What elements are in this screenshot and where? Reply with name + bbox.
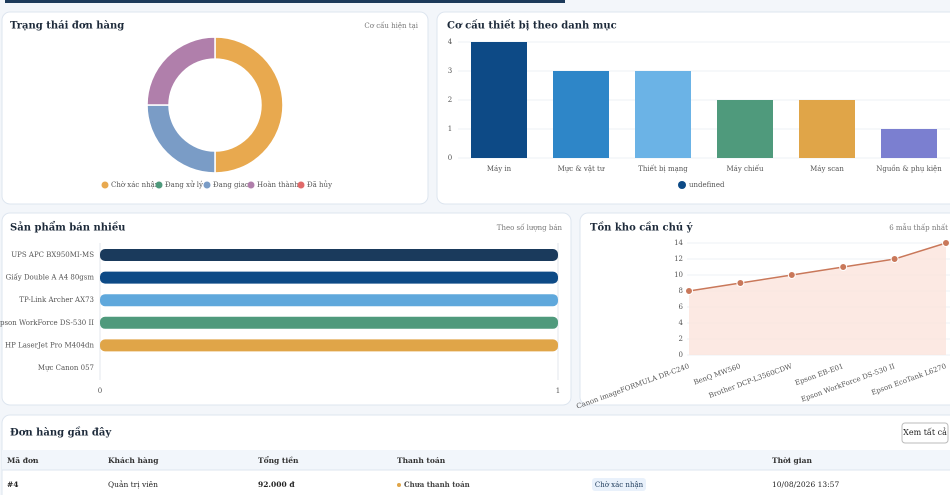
legend-label: Hoàn thành [257, 180, 299, 189]
bar [100, 294, 558, 307]
legend-marker [678, 181, 686, 189]
y-tick-label: Giấy Double A A4 80gsm [6, 273, 95, 282]
status-badge [592, 478, 646, 491]
column-header: Mã đơn [7, 456, 39, 465]
x-tick-label: Máy in [487, 165, 512, 173]
legend-label: Đang xử lý [165, 180, 203, 189]
column-header: Thời gian [772, 456, 812, 465]
point [787, 271, 796, 279]
bar [100, 249, 558, 261]
point [736, 279, 745, 287]
cell: 92.000 đ [258, 480, 295, 489]
table-header [2, 450, 950, 470]
x-tick-label: Máy scan [810, 165, 844, 173]
view-all-button[interactable] [901, 422, 949, 444]
view-all-label[interactable]: Xem tất cả [903, 428, 947, 437]
bar [553, 71, 609, 158]
status-dot [397, 483, 401, 487]
title: Trạng thái đơn hàng [10, 21, 124, 32]
y-tick-label: 10 [674, 271, 683, 279]
x-tick-label: Thiết bị mạng [638, 164, 688, 173]
donut-slice [146, 36, 216, 106]
x-tick-label: Mực & vật tư [558, 165, 605, 173]
y-tick-label: 14 [674, 239, 683, 247]
legend-label: Đã hủy [307, 180, 332, 189]
line [688, 242, 947, 292]
y-tick-label: 12 [674, 255, 683, 263]
column-header: Thanh toán [397, 456, 446, 465]
panel [1, 11, 429, 205]
y-tick-label: 6 [679, 303, 684, 311]
y-tick-label: HP LaserJet Pro M404dn [5, 341, 94, 349]
x-tick-label: 0 [98, 387, 102, 395]
title: Sản phẩm bán nhiều [10, 222, 125, 234]
panel [1, 212, 572, 406]
bar [100, 271, 558, 284]
bar [100, 316, 558, 329]
legend-marker [155, 181, 163, 189]
y-tick-label: 4 [448, 38, 453, 46]
y-tick-label: 2 [679, 335, 683, 343]
y-tick-label: 0 [679, 351, 683, 359]
column-header: Tổng tiền [258, 456, 299, 465]
column-header: Khách hàng [108, 456, 159, 465]
y-tick-label: Mực Canon 057 [38, 364, 94, 372]
bar [717, 100, 773, 158]
point [839, 263, 848, 271]
x-tick-label: 1 [556, 387, 560, 395]
point [685, 287, 693, 295]
subtitle: 6 mẫu thấp nhất [889, 223, 948, 232]
cell: Chờ xác nhận [595, 481, 644, 489]
title: Cơ cấu thiết bị theo danh mục [447, 20, 617, 32]
x-tick-label: Nguồn & phụ kiện [876, 164, 942, 173]
bar [471, 42, 527, 158]
legend-label: Chờ xác nhận [111, 181, 160, 189]
y-tick-label: 2 [448, 96, 452, 104]
top-bar [5, 0, 565, 3]
y-tick-label: 8 [679, 287, 683, 295]
legend-marker [247, 181, 255, 189]
legend-marker [203, 181, 211, 189]
point [890, 255, 899, 263]
title: Đơn hàng gần đây [10, 427, 112, 439]
bar [799, 100, 855, 158]
cell: Quản trị viên [108, 480, 158, 489]
y-tick-label: 1 [448, 125, 452, 133]
cell: #4 [7, 480, 19, 489]
legend-label: Đang giao [213, 181, 249, 189]
y-tick-label: TP-Link Archer AX73 [19, 296, 94, 304]
y-tick-label: 0 [448, 154, 452, 162]
donut-slice [214, 36, 284, 174]
area [689, 243, 946, 355]
subtitle: Cơ cấu hiện tại [364, 21, 418, 30]
bar [881, 129, 937, 158]
legend-label: undefined [689, 181, 725, 189]
legend-marker [297, 181, 305, 189]
bar [635, 71, 691, 158]
bar [100, 339, 558, 352]
subtitle: Theo số lượng bán [497, 223, 563, 232]
y-tick-label: Epson WorkForce DS-530 II [0, 319, 94, 327]
cell: Chưa thanh toán [404, 480, 470, 489]
y-tick-label: UPS APC BX950MI-MS [11, 251, 94, 259]
legend-marker [101, 181, 109, 189]
title: Tồn kho cần chú ý [590, 222, 694, 234]
point [942, 239, 950, 247]
cell: 10/08/2026 13:57 [772, 480, 839, 489]
x-tick-label: Máy chiếu [726, 164, 763, 173]
y-tick-label: 4 [679, 319, 684, 327]
y-tick-label: 3 [448, 67, 452, 75]
